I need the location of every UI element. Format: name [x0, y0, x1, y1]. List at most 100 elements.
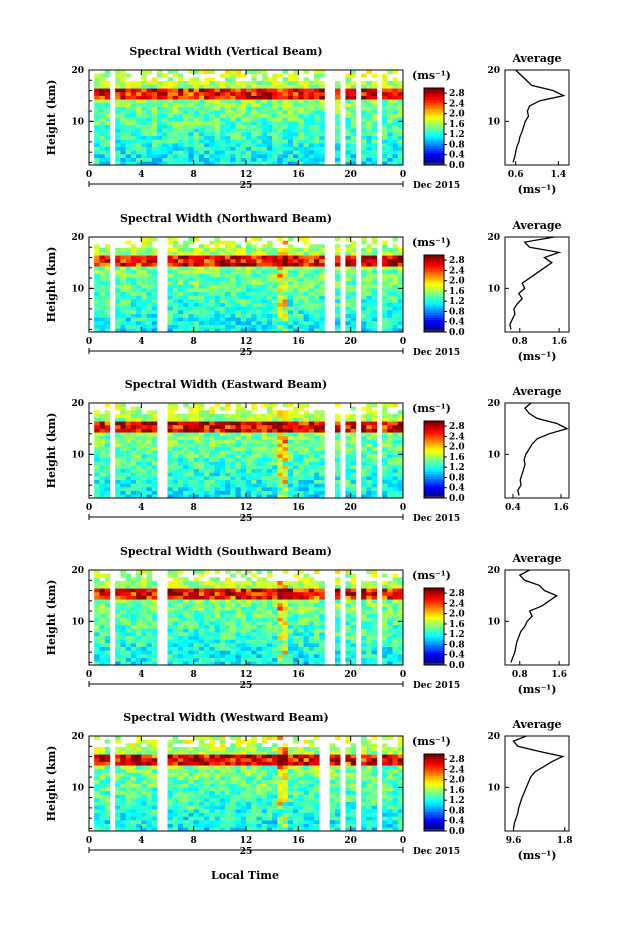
- heatmap-cell: [235, 95, 242, 100]
- heatmap-cell: [272, 157, 278, 162]
- heatmap-cell: [167, 595, 174, 600]
- heatmap-cell: [141, 121, 147, 126]
- heatmap-cell: [188, 284, 194, 289]
- heatmap-cell: [230, 413, 236, 418]
- heatmap-cell: [115, 132, 121, 137]
- heatmap-cell: [319, 461, 325, 466]
- heatmap-cell: [204, 457, 210, 462]
- heatmap-cell: [240, 617, 247, 622]
- heatmap-cell: [345, 73, 351, 78]
- heatmap-cell: [287, 88, 294, 93]
- heatmap-cell: [287, 84, 294, 89]
- heatmap-cell: [125, 479, 132, 484]
- heatmap-cell: [219, 465, 226, 470]
- heatmap-cell: [198, 446, 205, 451]
- heatmap-cell: [146, 457, 153, 462]
- heatmap-cell: [193, 328, 200, 333]
- heatmap-cell: [225, 91, 231, 96]
- heatmap-cell: [256, 624, 262, 629]
- y-axis-label: Height (km): [45, 413, 58, 489]
- heatmap-cell: [120, 613, 126, 618]
- heatmap-cell: [225, 310, 231, 315]
- heatmap-cell: [371, 317, 378, 322]
- heatmap-cell: [167, 479, 174, 484]
- heatmap-cell: [115, 70, 121, 74]
- heatmap-cell: [361, 139, 367, 144]
- heatmap-cell: [298, 277, 304, 282]
- heatmap-cell: [225, 84, 231, 89]
- heatmap-cell: [115, 457, 121, 462]
- heatmap-cell: [240, 661, 247, 666]
- heatmap-cell: [272, 621, 278, 626]
- heatmap-cell: [209, 91, 215, 96]
- heatmap-cell: [183, 102, 189, 107]
- heatmap-cell: [104, 443, 111, 448]
- heatmap-cell: [350, 269, 357, 274]
- heatmap-cell: [209, 117, 215, 122]
- heatmap-cell: [193, 77, 200, 82]
- heatmap-cell: [256, 450, 262, 455]
- heatmap-cell: [136, 450, 142, 455]
- heatmap-cell: [115, 417, 121, 422]
- heatmap-cell: [209, 106, 215, 111]
- heatmap-cell: [198, 313, 205, 318]
- heatmap-cell: [345, 121, 351, 126]
- heatmap-cell: [235, 446, 242, 451]
- heatmap-cell: [225, 266, 231, 271]
- x-tick-label: 4: [138, 337, 144, 347]
- heatmap-cell: [266, 146, 273, 151]
- heatmap-cell: [397, 443, 404, 448]
- profile-frame: [504, 402, 570, 499]
- heatmap-cell: [193, 439, 200, 444]
- heatmap-cell: [141, 247, 147, 252]
- heatmap-cell: [314, 479, 320, 484]
- colorbar-swatch: [424, 445, 444, 448]
- colorbar-tick-label: 0.8: [449, 473, 465, 483]
- heatmap-cell: [204, 624, 210, 629]
- heatmap-cell: [225, 154, 231, 158]
- heatmap-cell: [246, 595, 252, 600]
- heatmap-cell: [382, 139, 388, 144]
- heatmap-cell: [282, 299, 289, 304]
- heatmap-cell: [266, 432, 273, 437]
- heatmap-cell: [230, 632, 236, 637]
- heatmap-cell: [266, 413, 273, 418]
- heatmap-cell: [319, 302, 325, 307]
- heatmap-cell: [115, 613, 121, 618]
- heatmap-cell: [308, 439, 315, 444]
- heatmap-cell: [225, 73, 231, 78]
- heatmap-cell: [287, 251, 294, 256]
- heatmap-cell: [115, 117, 121, 122]
- heatmap-cell: [256, 428, 262, 433]
- heatmap-cell: [319, 472, 325, 477]
- heatmap-cell: [246, 599, 252, 604]
- heatmap-cell: [392, 128, 399, 133]
- heatmap-cell: [99, 573, 105, 578]
- heatmap-cell: [136, 306, 142, 311]
- heatmap-cell: [314, 443, 320, 448]
- colorbar-tick-label: 1.6: [449, 453, 465, 463]
- heatmap-cell: [94, 146, 100, 151]
- heatmap-cell: [146, 321, 153, 325]
- heatmap-cell: [240, 628, 247, 633]
- heatmap-cell: [319, 154, 325, 158]
- heatmap-cell: [141, 650, 147, 655]
- heatmap-cell: [256, 291, 262, 296]
- heatmap-cell: [94, 617, 100, 622]
- heatmap-cell: [193, 410, 200, 415]
- heatmap-cell: [115, 262, 121, 267]
- x-tick-label: 0: [400, 503, 406, 513]
- heatmap-cell: [193, 128, 200, 133]
- heatmap-cell: [266, 247, 273, 252]
- heatmap-cell: [214, 291, 221, 296]
- heatmap-cell: [246, 240, 252, 245]
- heatmap-cell: [334, 413, 341, 418]
- heatmap-cell: [293, 70, 299, 74]
- heatmap-cell: [151, 428, 158, 433]
- heatmap-cell: [314, 258, 320, 263]
- heatmap-cell: [345, 494, 351, 499]
- heatmap-cell: [146, 251, 153, 256]
- heatmap-cell: [188, 262, 194, 267]
- heatmap-cell: [219, 124, 226, 129]
- heatmap-cell: [209, 406, 215, 411]
